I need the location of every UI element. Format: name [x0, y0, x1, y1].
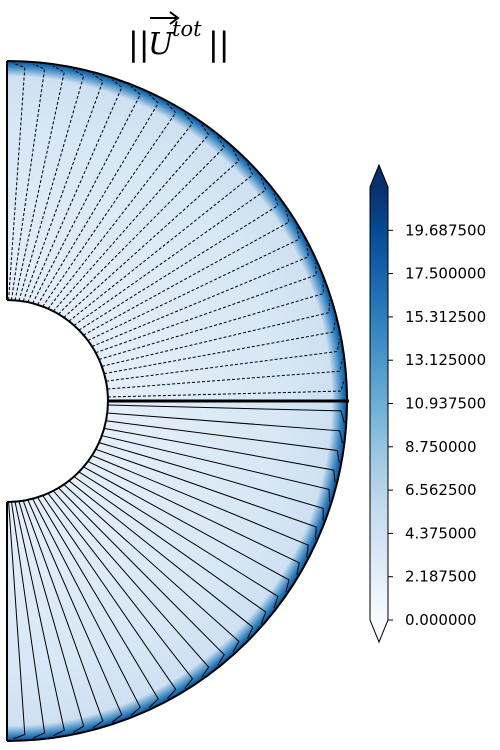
streamline-lower	[11, 501, 46, 739]
streamline-lower	[58, 487, 225, 666]
streamline-lower	[32, 498, 141, 716]
streamline-lower	[91, 455, 309, 558]
colorbar-extend-min	[370, 620, 388, 642]
streamline-lower	[68, 480, 254, 639]
streamline-upper	[83, 209, 290, 336]
chart-title: || U tot ||	[128, 11, 230, 63]
streamline-lower	[63, 484, 240, 653]
colorbar-tick-label: 2.187500	[405, 568, 477, 586]
streamline-lower	[104, 427, 336, 483]
streamline-upper	[104, 319, 336, 375]
colorbar-tick-label: 6.562500	[405, 481, 477, 499]
streamline-upper	[87, 226, 300, 342]
colorbar-tick-label: 13.125000	[405, 351, 486, 369]
colorbar-tick-label: 0.000000	[405, 611, 477, 629]
streamline-lower	[107, 412, 343, 444]
title-norm-right: ||	[208, 25, 230, 63]
colorbar: 0.000000 2.187500 4.375000 6.562500 8.750000…	[369, 163, 486, 644]
colorbar-body	[370, 187, 388, 620]
streamline-lower	[47, 492, 194, 689]
streamline-upper	[22, 73, 104, 302]
streamline-upper	[14, 65, 65, 301]
streamlines-upper	[8, 62, 345, 398]
streamline-upper	[11, 63, 46, 301]
streamline-upper	[52, 124, 210, 312]
colorbar-tick-label: 15.312500	[405, 308, 486, 326]
streamline-upper	[18, 69, 85, 301]
streamline-lower	[27, 499, 123, 723]
title-norm-left: ||	[128, 25, 150, 63]
title-vector-arrow	[150, 11, 180, 25]
streamline-upper	[32, 86, 141, 304]
streamline-upper	[42, 103, 177, 307]
colorbar-ticks: 0.000000 2.187500 4.375000 6.562500 8.750000…	[388, 221, 486, 629]
colorbar-tick-label: 4.375000	[405, 524, 477, 542]
streamline-lower	[98, 442, 324, 521]
streamline-upper	[91, 244, 309, 347]
streamline-lower	[95, 448, 317, 540]
streamline-lower	[14, 501, 65, 737]
streamline-upper	[58, 136, 225, 315]
streamline-lower	[37, 496, 159, 708]
streamline-lower	[83, 466, 290, 593]
streamline-lower	[87, 460, 300, 576]
streamline-upper	[98, 281, 324, 360]
streamline-upper	[47, 113, 194, 310]
streamline-upper	[63, 149, 240, 318]
streamline-lower	[42, 495, 177, 699]
streamline-lower	[8, 501, 26, 740]
streamline-upper	[107, 378, 345, 398]
title-superscript: tot	[172, 17, 202, 41]
colorbar-tick-label: 10.937500	[405, 395, 486, 413]
streamline-lower	[73, 476, 267, 624]
streamline-lower	[105, 420, 340, 463]
colorbar-tick-label: 17.500000	[405, 265, 486, 283]
streamline-lower	[22, 500, 104, 729]
streamline-lower	[107, 404, 345, 424]
streamline-upper	[105, 339, 340, 382]
streamline-upper	[27, 79, 123, 303]
colorbar-tick-label: 19.687500	[405, 221, 486, 239]
colorbar-extend-max	[370, 165, 388, 187]
streamline-lower	[52, 490, 210, 678]
streamline-lower	[18, 501, 85, 733]
colorbar-tick-label: 8.750000	[405, 438, 477, 456]
streamline-upper	[107, 358, 343, 390]
title-symbol: U	[148, 27, 175, 62]
streamline-lower	[78, 471, 279, 609]
streamlines-lower	[8, 404, 345, 740]
streamline-upper	[8, 62, 26, 301]
streamline-lower	[101, 435, 331, 502]
streamline-upper	[101, 300, 331, 367]
streamline-upper	[95, 262, 317, 354]
